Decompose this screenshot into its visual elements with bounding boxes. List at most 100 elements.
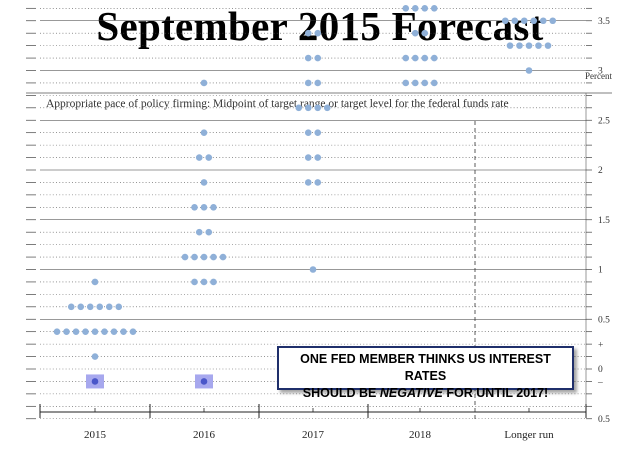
y-tick-label: 1 (598, 266, 603, 276)
y-tick-label: 3.5 (598, 17, 610, 27)
rate-projection-dot (191, 253, 198, 261)
rate-projection-dot (120, 328, 127, 335)
x-category-label: 2016 (193, 429, 216, 441)
rate-projection-dot (200, 79, 208, 87)
rate-projection-dot (314, 79, 322, 87)
rate-projection-dot (200, 179, 208, 186)
rate-projection-dot (314, 179, 322, 186)
rate-projection-dot (200, 378, 208, 385)
rate-projection-dot (77, 303, 85, 311)
rate-projection-dot (82, 328, 89, 335)
rate-projection-dot (516, 42, 523, 49)
rate-projection-dot (210, 253, 217, 261)
rate-projection-dot (421, 79, 429, 87)
rate-projection-dot (411, 79, 419, 87)
rate-projection-dot (304, 79, 312, 87)
rate-projection-dot (411, 29, 419, 37)
rate-projection-dot (67, 303, 75, 311)
rate-projection-dot (402, 5, 410, 12)
x-category-label: Longer run (504, 429, 554, 441)
rate-projection-dot (304, 129, 312, 136)
callout-line-2: SHOULD BE NEGATIVE FOR UNTIL 2017! (279, 385, 572, 402)
rate-projection-dot (96, 303, 104, 311)
chart-frame (26, 92, 612, 412)
rate-projection-dot (210, 204, 217, 211)
y-tick-label: 0.5 (598, 315, 610, 325)
rate-projection-dot (539, 17, 547, 25)
rate-projection-dot (91, 378, 99, 385)
rate-projection-dot (304, 29, 312, 37)
rate-projection-dot (421, 29, 429, 37)
callout-box: ONE FED MEMBER THINKS US INTEREST RATES … (277, 346, 574, 400)
rate-projection-dot (323, 104, 331, 112)
rate-projection-dot (181, 253, 189, 261)
rate-projection-dot (421, 54, 429, 62)
rate-projection-dot (402, 79, 410, 87)
rate-projection-dot (314, 104, 322, 112)
rate-projection-dot (195, 154, 203, 161)
rate-projection-dot (295, 104, 303, 112)
y-tick-label: 2 (598, 166, 603, 176)
rate-projection-dot (191, 204, 198, 211)
rate-projection-dot (430, 54, 438, 62)
rate-projection-dot (549, 17, 557, 25)
callout-line-2-pre: SHOULD BE (302, 386, 380, 400)
chart-subtitle: Appropriate pace of policy firming: Midp… (46, 98, 509, 110)
rate-projection-dot (511, 17, 519, 25)
rate-projection-dot (520, 17, 528, 25)
callout-emphasis: NEGATIVE (379, 386, 443, 400)
rate-projection-dot (129, 328, 137, 335)
y-tick-label: – (597, 378, 603, 388)
rate-projection-dot (314, 154, 322, 161)
y-tick-label: 3 (598, 67, 603, 77)
rate-projection-dot (191, 278, 198, 286)
y-tick-label: 1.5 (598, 216, 610, 226)
rate-projection-dot (72, 328, 80, 335)
rate-projection-dot (421, 5, 429, 12)
callout-line-1: ONE FED MEMBER THINKS US INTEREST RATES (300, 352, 551, 383)
rate-projection-dot (91, 278, 99, 286)
rate-projection-dot (535, 42, 542, 49)
unit-label: Percent (585, 71, 612, 81)
x-category-label: 2017 (302, 429, 325, 441)
rate-projection-dot (501, 17, 509, 25)
rate-projection-dot (91, 353, 99, 360)
dots-layer (53, 5, 557, 385)
callout-line-2-post: FOR UNTIL 2017! (442, 386, 549, 400)
rate-projection-dot (195, 228, 203, 236)
rate-projection-dot (525, 42, 533, 49)
rate-projection-dot (430, 5, 438, 12)
rate-projection-dot (53, 328, 61, 335)
rate-projection-dot (91, 328, 99, 335)
rate-projection-dot (430, 79, 438, 87)
rate-projection-dot (304, 154, 312, 161)
y-tick-label: 2.5 (598, 116, 610, 126)
rate-projection-dot (200, 253, 208, 261)
page-title: September 2015 Forecast (96, 3, 544, 49)
rate-projection-dot (314, 29, 322, 37)
rate-projection-dot (200, 278, 208, 286)
rate-projection-dot (115, 303, 123, 311)
x-category-label: 2018 (409, 429, 432, 441)
rate-projection-dot (200, 129, 208, 136)
rate-projection-dot (314, 129, 322, 136)
rate-projection-dot (205, 154, 213, 161)
rate-projection-dot (304, 104, 312, 112)
rate-projection-dot (101, 328, 108, 335)
rate-projection-dot (411, 54, 419, 62)
x-category-label: 2015 (84, 429, 107, 441)
rate-projection-dot (525, 67, 533, 74)
rate-projection-dot (110, 328, 118, 335)
rate-projection-dot (544, 42, 552, 49)
rate-projection-dot (530, 17, 538, 25)
rate-projection-dot (304, 54, 312, 62)
rate-projection-dot (309, 266, 317, 273)
rate-projection-dot (506, 42, 514, 49)
rate-projection-dot (86, 303, 94, 311)
rate-projection-dot (411, 5, 419, 12)
rate-projection-dot (304, 179, 312, 186)
rate-projection-dot (200, 204, 208, 211)
rate-projection-dot (205, 228, 213, 236)
y-axis-ticks: 54.543.532.521.510.5+0–0.5 (597, 17, 610, 425)
